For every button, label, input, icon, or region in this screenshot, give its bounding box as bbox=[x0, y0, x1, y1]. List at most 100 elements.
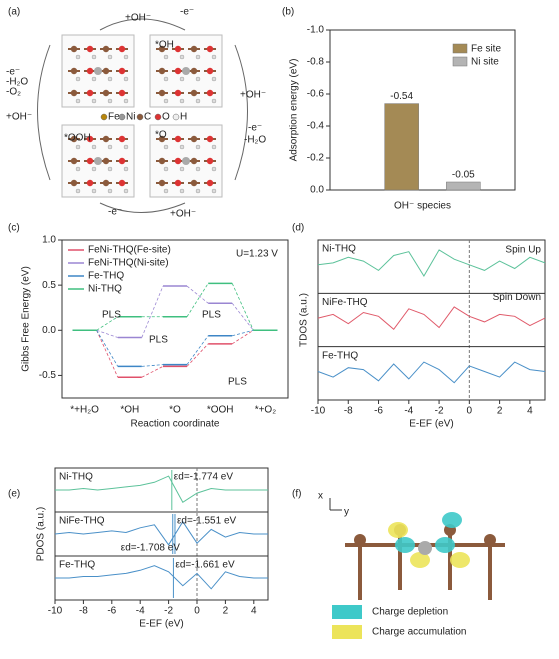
atom bbox=[102, 89, 110, 97]
atom bbox=[206, 135, 214, 143]
atom bbox=[91, 76, 97, 82]
x-tick-label: -8 bbox=[79, 606, 88, 617]
metal bbox=[418, 541, 432, 555]
atom bbox=[102, 157, 110, 165]
axis-label: x bbox=[318, 491, 323, 502]
legend-label: FeNi-THQ(Ni-site) bbox=[88, 258, 169, 269]
connector bbox=[186, 343, 209, 367]
charge-blob bbox=[450, 552, 470, 568]
step-label: -e⁻ bbox=[108, 207, 122, 218]
atom bbox=[70, 157, 78, 165]
x-tick-label: *+O₂ bbox=[255, 405, 277, 416]
atom bbox=[107, 54, 113, 60]
annotation: U=1.23 V bbox=[236, 249, 278, 260]
x-tick-label: -10 bbox=[48, 606, 63, 617]
legend-label: Charge accumulation bbox=[372, 627, 467, 638]
atom bbox=[118, 135, 126, 143]
state-label: *OOH bbox=[64, 133, 91, 144]
x-tick-label: -10 bbox=[311, 406, 326, 417]
atom bbox=[107, 188, 113, 194]
atom bbox=[158, 89, 166, 97]
atom bbox=[118, 67, 126, 75]
x-tick-label: *OOH bbox=[207, 405, 234, 416]
x-tick-label: -2 bbox=[164, 606, 173, 617]
panel-label: (d) bbox=[292, 223, 304, 234]
atom bbox=[179, 76, 185, 82]
atom bbox=[195, 144, 201, 150]
legend-swatch bbox=[452, 56, 468, 67]
connector bbox=[231, 329, 254, 345]
plot-frame bbox=[329, 29, 516, 191]
step-label: -e⁻ bbox=[248, 123, 262, 134]
legend-label: Fe bbox=[108, 112, 120, 123]
step-label: +OH⁻ bbox=[170, 209, 196, 220]
atom bbox=[158, 135, 166, 143]
atom bbox=[86, 157, 94, 165]
state-label: *O bbox=[155, 130, 167, 141]
charge-blob bbox=[435, 537, 455, 553]
y-tick-label: 0.0 bbox=[42, 325, 56, 336]
atom bbox=[163, 98, 169, 104]
charge-blob bbox=[388, 522, 408, 538]
atom bbox=[91, 98, 97, 104]
step-label: +OH⁻ bbox=[6, 112, 32, 123]
atom bbox=[190, 45, 198, 53]
atom bbox=[158, 67, 166, 75]
atom bbox=[179, 188, 185, 194]
atom bbox=[211, 98, 217, 104]
atom bbox=[206, 45, 214, 53]
legend-label: H bbox=[180, 112, 187, 123]
connector bbox=[186, 335, 209, 365]
value-label: -0.54 bbox=[390, 91, 413, 102]
atom bbox=[86, 45, 94, 53]
state-label: *OH bbox=[155, 40, 174, 51]
atom bbox=[70, 67, 78, 75]
y-tick-label: 0.5 bbox=[42, 280, 56, 291]
cycle-arrow bbox=[99, 202, 186, 213]
atom bbox=[190, 157, 198, 165]
connector bbox=[141, 285, 164, 338]
panel-label: (f) bbox=[292, 489, 301, 500]
x-tick-label: -6 bbox=[374, 406, 383, 417]
atom bbox=[75, 144, 81, 150]
legend-label: FeNi-THQ(Fe-site) bbox=[88, 245, 171, 256]
atom bbox=[206, 157, 214, 165]
legend-swatch bbox=[172, 113, 180, 121]
legend-label: Fe site bbox=[471, 44, 501, 55]
atom bbox=[190, 135, 198, 143]
atom bbox=[174, 179, 182, 187]
legend-label: Ni bbox=[126, 112, 135, 123]
atom bbox=[75, 98, 81, 104]
connector bbox=[96, 316, 119, 331]
step-label: +OH⁻ bbox=[240, 90, 266, 101]
atom bbox=[70, 135, 78, 143]
atom bbox=[123, 188, 129, 194]
y-tick-label: -0.5 bbox=[39, 370, 57, 381]
x-tick-label: -4 bbox=[404, 406, 413, 417]
atom bbox=[211, 188, 217, 194]
atom bbox=[211, 76, 217, 82]
dos-curve bbox=[55, 475, 268, 504]
x-axis-label: E-EF (eV) bbox=[139, 619, 183, 630]
atom bbox=[163, 76, 169, 82]
plot-frame bbox=[61, 239, 289, 399]
atom bbox=[174, 67, 182, 75]
annotation: Spin Up bbox=[505, 245, 541, 256]
marker-label: εd=-1.551 eV bbox=[177, 516, 237, 527]
y-tick-label: -0.8 bbox=[307, 57, 325, 68]
x-tick-label: *OH bbox=[120, 405, 139, 416]
x-tick-label: 4 bbox=[251, 606, 257, 617]
series-label: Fe-THQ bbox=[59, 560, 95, 571]
atom bbox=[102, 135, 110, 143]
y-tick-label: -0.4 bbox=[307, 121, 325, 132]
connector bbox=[96, 330, 119, 367]
atom bbox=[123, 76, 129, 82]
atom bbox=[206, 179, 214, 187]
panel-label: (b) bbox=[282, 7, 294, 18]
x-tick-label: 0 bbox=[467, 406, 473, 417]
atom bbox=[174, 45, 182, 53]
axis-label: y bbox=[344, 507, 349, 518]
metal bbox=[94, 157, 102, 165]
marker-label: εd=-1.708 eV bbox=[121, 543, 181, 554]
